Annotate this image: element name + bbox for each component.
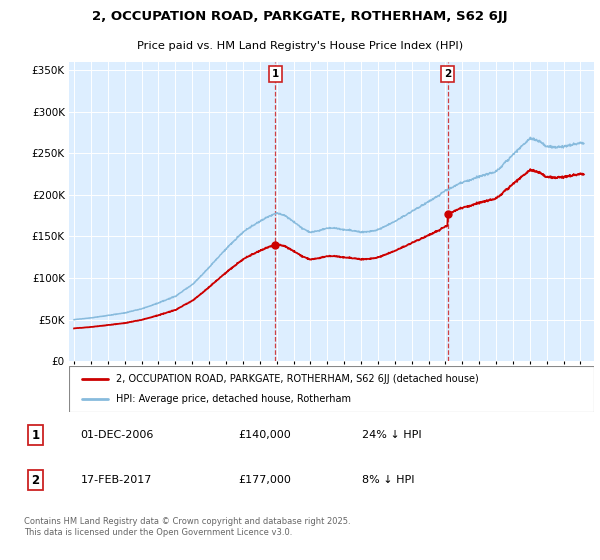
Text: 2: 2 <box>444 69 451 79</box>
Text: Price paid vs. HM Land Registry's House Price Index (HPI): Price paid vs. HM Land Registry's House … <box>137 41 463 51</box>
Text: 2: 2 <box>31 474 40 487</box>
Text: 8% ↓ HPI: 8% ↓ HPI <box>362 475 415 485</box>
Text: 01-DEC-2006: 01-DEC-2006 <box>80 430 154 440</box>
Text: 24% ↓ HPI: 24% ↓ HPI <box>362 430 422 440</box>
Text: HPI: Average price, detached house, Rotherham: HPI: Average price, detached house, Roth… <box>116 394 351 404</box>
Text: 2, OCCUPATION ROAD, PARKGATE, ROTHERHAM, S62 6JJ (detached house): 2, OCCUPATION ROAD, PARKGATE, ROTHERHAM,… <box>116 375 479 385</box>
Text: £177,000: £177,000 <box>238 475 291 485</box>
Text: 1: 1 <box>31 428 40 442</box>
Text: 2, OCCUPATION ROAD, PARKGATE, ROTHERHAM, S62 6JJ: 2, OCCUPATION ROAD, PARKGATE, ROTHERHAM,… <box>92 10 508 23</box>
Text: 1: 1 <box>272 69 279 79</box>
Text: £140,000: £140,000 <box>238 430 291 440</box>
Text: 17-FEB-2017: 17-FEB-2017 <box>80 475 152 485</box>
Text: Contains HM Land Registry data © Crown copyright and database right 2025.
This d: Contains HM Land Registry data © Crown c… <box>24 517 350 536</box>
